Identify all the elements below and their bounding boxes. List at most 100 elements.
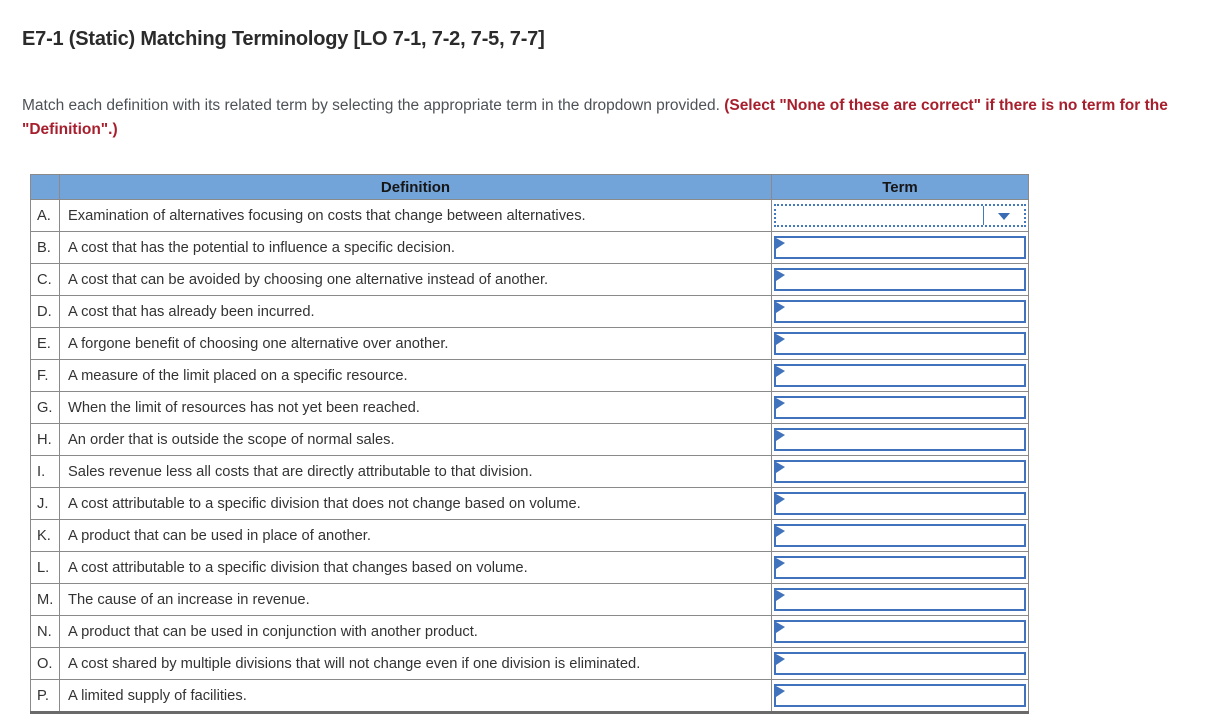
row-letter: L.	[30, 551, 60, 584]
term-cell	[771, 327, 1029, 360]
term-dropdown[interactable]	[774, 268, 1026, 291]
row-letter: I.	[30, 455, 60, 488]
definition-text: A cost shared by multiple divisions that…	[59, 647, 772, 680]
definition-text: A cost that has already been incurred.	[59, 295, 772, 328]
term-cell	[771, 583, 1029, 616]
term-cell	[771, 551, 1029, 584]
row-letter: A.	[30, 199, 60, 232]
dropdown-marker-icon	[776, 238, 785, 249]
term-cell	[771, 391, 1029, 424]
row-letter: O.	[30, 647, 60, 680]
term-dropdown[interactable]	[774, 364, 1026, 387]
table-row: G. When the limit of resources has not ye…	[30, 391, 1029, 424]
definition-text: When the limit of resources has not yet …	[59, 391, 772, 424]
term-dropdown[interactable]	[774, 332, 1026, 355]
row-letter: H.	[30, 423, 60, 456]
definition-column-header: Definition	[59, 174, 772, 200]
matching-table: Definition Term A. Examination of alterna…	[30, 174, 1029, 714]
dropdown-marker-icon	[776, 334, 785, 345]
table-row: N. A product that can be used in conjunct…	[30, 615, 1029, 648]
definition-text: A limited supply of facilities.	[59, 679, 772, 713]
table-row: B. A cost that has the potential to influ…	[30, 231, 1029, 264]
definition-text: A cost attributable to a specific divisi…	[59, 551, 772, 584]
definition-text: A cost attributable to a specific divisi…	[59, 487, 772, 520]
definition-text: The cause of an increase in revenue.	[59, 583, 772, 616]
term-dropdown[interactable]	[774, 428, 1026, 451]
dropdown-marker-icon	[776, 526, 785, 537]
term-cell	[771, 359, 1029, 392]
term-dropdown[interactable]	[774, 684, 1026, 707]
row-letter: F.	[30, 359, 60, 392]
dropdown-marker-icon	[776, 558, 785, 569]
table-row: D. A cost that has already been incurred.	[30, 295, 1029, 328]
term-dropdown[interactable]	[774, 492, 1026, 515]
table-row: L. A cost attributable to a specific divi…	[30, 551, 1029, 584]
row-letter: E.	[30, 327, 60, 360]
definition-text: A product that can be used in place of a…	[59, 519, 772, 552]
table-row: M. The cause of an increase in revenue.	[30, 583, 1029, 616]
dropdown-marker-icon	[776, 398, 785, 409]
term-dropdown[interactable]	[774, 652, 1026, 675]
definition-text: An order that is outside the scope of no…	[59, 423, 772, 456]
letter-column-header	[30, 174, 60, 200]
term-cell	[771, 295, 1029, 328]
table-row: H. An order that is outside the scope of …	[30, 423, 1029, 456]
dropdown-marker-icon	[776, 430, 785, 441]
term-cell	[771, 231, 1029, 264]
assignment-page: E7-1 (Static) Matching Terminology [LO 7…	[22, 28, 1187, 714]
row-letter: D.	[30, 295, 60, 328]
row-letter: K.	[30, 519, 60, 552]
table-row: E. A forgone benefit of choosing one alte…	[30, 327, 1029, 360]
dropdown-separator	[983, 206, 984, 225]
dropdown-marker-icon	[776, 686, 785, 697]
dropdown-marker-icon	[776, 270, 785, 281]
definition-text: A measure of the limit placed on a speci…	[59, 359, 772, 392]
table-row: K. A product that can be used in place of…	[30, 519, 1029, 552]
term-dropdown[interactable]	[774, 396, 1026, 419]
dropdown-marker-icon	[776, 622, 785, 633]
dropdown-marker-icon	[776, 302, 785, 313]
term-dropdown[interactable]	[774, 620, 1026, 643]
dropdown-marker-icon	[776, 494, 785, 505]
chevron-down-icon	[998, 213, 1010, 220]
term-dropdown[interactable]	[774, 556, 1026, 579]
term-cell	[771, 263, 1029, 296]
term-dropdown[interactable]	[774, 588, 1026, 611]
dropdown-marker-icon	[776, 462, 785, 473]
page-title: E7-1 (Static) Matching Terminology [LO 7…	[22, 28, 545, 50]
row-letter: N.	[30, 615, 60, 648]
row-letter: G.	[30, 391, 60, 424]
term-dropdown[interactable]	[774, 204, 1026, 227]
term-cell	[771, 199, 1029, 232]
term-dropdown[interactable]	[774, 460, 1026, 483]
definition-table-body: A. Examination of alternatives focusing o…	[30, 199, 1029, 713]
table-row: C. A cost that can be avoided by choosing…	[30, 263, 1029, 296]
dropdown-marker-icon	[776, 366, 785, 377]
instructions: Match each definition with its related t…	[22, 94, 1187, 142]
term-dropdown[interactable]	[774, 236, 1026, 259]
matching-table-wrap: Definition Term A. Examination of alterna…	[30, 174, 1029, 714]
table-row: O. A cost shared by multiple divisions th…	[30, 647, 1029, 680]
row-letter: M.	[30, 583, 60, 616]
row-letter: B.	[30, 231, 60, 264]
header-row: Definition Term	[30, 174, 1029, 200]
row-letter: C.	[30, 263, 60, 296]
term-cell	[771, 487, 1029, 520]
table-row: I. Sales revenue less all costs that are …	[30, 455, 1029, 488]
definition-text: A forgone benefit of choosing one altern…	[59, 327, 772, 360]
term-cell	[771, 615, 1029, 648]
term-cell	[771, 519, 1029, 552]
definition-text: A cost that has the potential to influen…	[59, 231, 772, 264]
term-column-header: Term	[771, 174, 1029, 200]
row-letter: P.	[30, 679, 60, 713]
instructions-text: Match each definition with its related t…	[22, 97, 725, 114]
dropdown-marker-icon	[776, 654, 785, 665]
term-dropdown[interactable]	[774, 524, 1026, 547]
term-dropdown[interactable]	[774, 300, 1026, 323]
table-row: J. A cost attributable to a specific divi…	[30, 487, 1029, 520]
table-row: F. A measure of the limit placed on a spe…	[30, 359, 1029, 392]
definition-text: Examination of alternatives focusing on …	[59, 199, 772, 232]
dropdown-marker-icon	[776, 590, 785, 601]
row-letter: J.	[30, 487, 60, 520]
term-cell	[771, 679, 1029, 713]
